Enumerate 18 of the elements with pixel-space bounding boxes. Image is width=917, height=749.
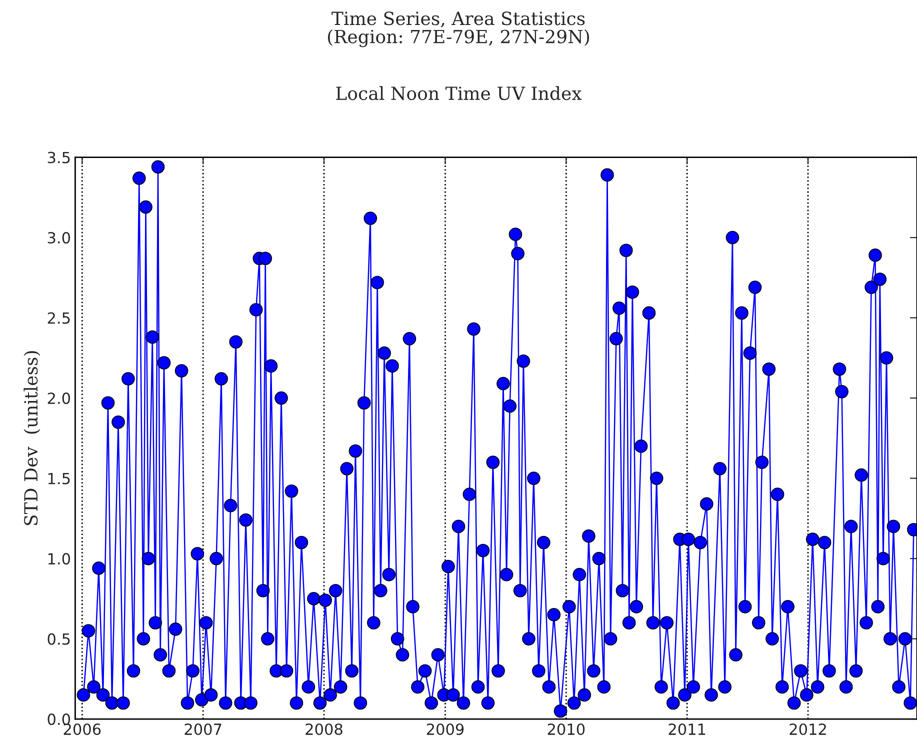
chart-title: Time Series, Area Statistics (Region: 77E-79E, 27N-29N): [328, 12, 590, 48]
y-tick-label: 1.0: [48, 553, 70, 565]
x-tick-label: 2006: [64, 723, 101, 736]
y-tick-label: 0.0: [48, 714, 70, 726]
chart-subtitle: Local Noon Time UV Index: [336, 86, 582, 100]
x-tick-label: 2011: [668, 723, 706, 736]
x-tick-label: 2008: [306, 723, 342, 736]
x-tick-label: 2007: [184, 723, 222, 736]
y-tick-label: 2.0: [48, 392, 70, 404]
x-tick-label: 2012: [790, 723, 826, 736]
y-tick-label: 1.5: [48, 472, 70, 484]
x-tick-label: 2010: [548, 723, 585, 736]
y-tick-label: 2.5: [48, 312, 70, 324]
x-tick-label: 2009: [426, 723, 464, 736]
y-tick-label: 3.0: [48, 232, 70, 244]
y-axis-title: STD Dev (unitless): [24, 351, 40, 526]
y-tick-label: 3.5: [48, 152, 70, 164]
y-tick-label: 0.5: [48, 633, 70, 645]
